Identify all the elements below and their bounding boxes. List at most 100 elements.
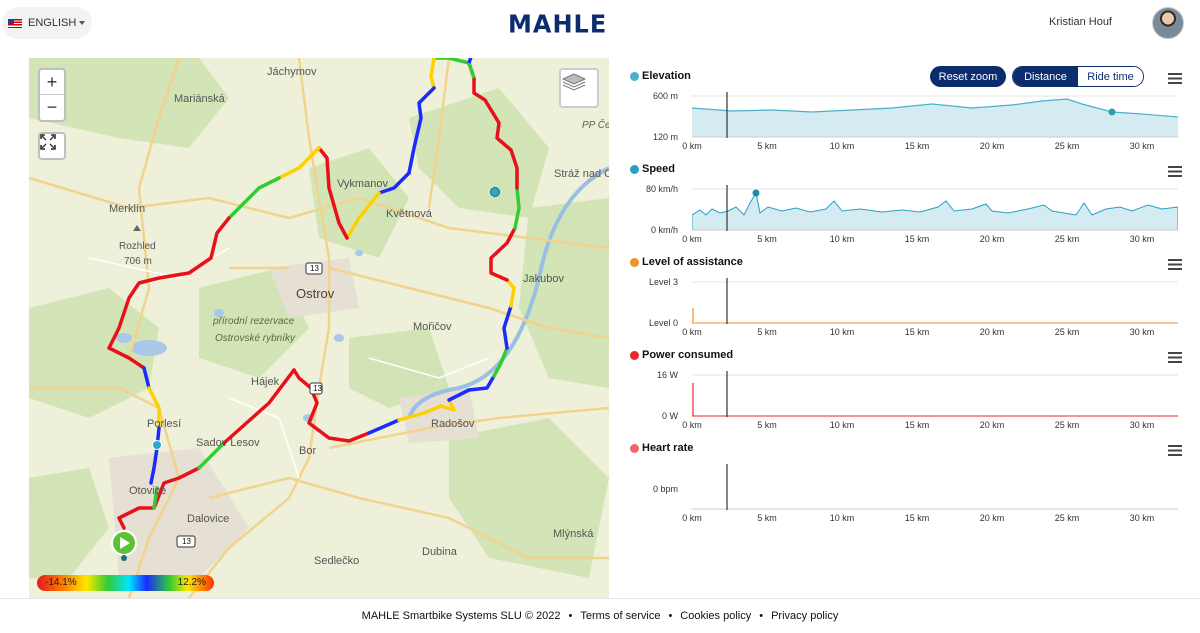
heart-rate-chart[interactable]: Heart rate 0 bpm 0 km 5 km 10 km 15 km 20 km… (622, 434, 1182, 527)
chart-menu-icon[interactable] (1168, 73, 1182, 84)
gradient-legend: -14.1% 12.2% (37, 575, 214, 591)
x-tick: 25 km (1054, 420, 1080, 430)
x-tick: 15 km (904, 141, 930, 151)
terms-link[interactable]: Terms of service (580, 610, 661, 622)
y-tick: 120 m (652, 132, 678, 142)
y-tick: Level 3 (648, 277, 678, 287)
map-label: Bor (299, 445, 317, 457)
x-axis-toggle: Distance Ride time (1012, 66, 1144, 87)
map-label: 706 m (124, 256, 152, 267)
gradient-min: -14.1% (45, 577, 77, 588)
map-label: Jakubov (523, 273, 564, 285)
ride-time-toggle[interactable]: Ride time (1078, 67, 1143, 86)
x-tick: 25 km (1054, 327, 1080, 337)
heart-rate-dot-icon (630, 443, 639, 453)
map-label: Dalovice (187, 513, 230, 525)
elevation-plot (692, 92, 1178, 138)
chart-menu-icon[interactable] (1168, 445, 1182, 456)
x-tick: 25 km (1054, 513, 1080, 523)
x-tick: 0 km (682, 234, 702, 244)
power-chart[interactable]: Power consumed 16 W 0 W 0 km 5 km 10 km 15 … (622, 341, 1182, 434)
map-label: Mariánská (174, 93, 225, 105)
cookies-link[interactable]: Cookies policy (680, 610, 752, 622)
power-plot (692, 371, 1178, 417)
power-dot-icon (630, 350, 639, 360)
road-number: 13 (313, 384, 322, 393)
map-label: Dubina (422, 546, 457, 558)
x-tick: 5 km (757, 327, 777, 337)
map-label: Vykmanov (337, 178, 388, 190)
x-tick: 10 km (829, 234, 855, 244)
caret-down-icon (79, 21, 86, 25)
x-tick: 0 km (682, 141, 702, 151)
language-selector[interactable]: ENGLISH (2, 7, 92, 39)
x-tick: 20 km (979, 327, 1005, 337)
map-label: Mlýnská (553, 528, 594, 540)
x-tick: 5 km (757, 513, 777, 523)
assistance-plot (692, 278, 1178, 324)
speed-title: Speed (630, 163, 675, 175)
x-tick: 5 km (757, 420, 777, 430)
privacy-link[interactable]: Privacy policy (771, 610, 839, 622)
x-tick: 20 km (979, 420, 1005, 430)
x-tick: 20 km (979, 513, 1005, 523)
speed-plot (692, 185, 1178, 231)
assistance-dot-icon (630, 257, 639, 267)
avatar[interactable] (1152, 7, 1184, 39)
x-tick: 20 km (979, 234, 1005, 244)
map-label: PP Če (582, 120, 609, 131)
elevation-chart[interactable]: Elevation 600 m 120 m 0 km 5 km 10 km 15 km… (622, 62, 1182, 155)
map-label: Jáchymov (267, 66, 317, 78)
mahle-logo[interactable]: MAHLE (508, 9, 608, 39)
reset-zoom-button[interactable]: Reset zoom (930, 66, 1006, 87)
x-tick: 30 km (1129, 234, 1155, 244)
heart-rate-title: Heart rate (630, 442, 693, 454)
zoom-out-button[interactable]: − (46, 97, 58, 117)
us-flag-icon (8, 18, 22, 28)
fullscreen-button[interactable] (38, 132, 66, 160)
road-number: 13 (310, 264, 319, 273)
footer: MAHLE Smartbike Systems SLU © 2022 • Ter… (0, 598, 1200, 633)
map-label: Sadov Lesov (196, 437, 260, 449)
x-tick: 10 km (829, 141, 855, 151)
route-map[interactable]: Jáchymov Mariánská Vykmanov Květnová PP … (29, 58, 609, 598)
x-tick: 10 km (829, 513, 855, 523)
assistance-chart[interactable]: Level of assistance Level 3 Level 0 0 km… (622, 248, 1182, 341)
map-label: Merklín (109, 203, 146, 215)
chart-menu-icon[interactable] (1168, 352, 1182, 363)
map-canvas (29, 58, 609, 598)
layers-button[interactable] (559, 68, 599, 108)
map-label: Rozhled (119, 241, 156, 252)
heart-rate-plot (692, 464, 1178, 510)
assistance-title: Level of assistance (630, 256, 743, 268)
language-label: ENGLISH (28, 17, 77, 29)
map-label: Hájek (251, 376, 280, 388)
speed-dot-icon (630, 164, 639, 174)
map-label: Stráž nad O (554, 168, 609, 180)
y-tick: 16 W (656, 370, 678, 380)
x-tick: 15 km (904, 513, 930, 523)
x-tick: 5 km (757, 234, 777, 244)
chart-menu-icon[interactable] (1168, 259, 1182, 270)
distance-toggle[interactable]: Distance (1013, 67, 1078, 86)
x-tick: 5 km (757, 141, 777, 151)
x-tick: 0 km (682, 420, 702, 430)
x-tick: 30 km (1129, 420, 1155, 430)
x-tick: 30 km (1129, 141, 1155, 151)
elevation-dot-icon (630, 71, 639, 81)
map-label: Otovice (129, 485, 167, 497)
x-tick: 30 km (1129, 513, 1155, 523)
y-tick: 600 m (652, 91, 678, 101)
user-name[interactable]: Kristian Houf (1049, 16, 1112, 28)
zoom-control: + − (38, 68, 66, 122)
fullscreen-icon (40, 134, 56, 150)
speed-chart[interactable]: Speed 80 km/h 0 km/h 0 km 5 km 10 km 15 km 2… (622, 155, 1182, 248)
x-tick: 0 km (682, 513, 702, 523)
footer-separator: • (668, 610, 673, 622)
map-label: Mořičov (413, 321, 452, 333)
footer-separator: • (568, 610, 573, 622)
chart-menu-icon[interactable] (1168, 166, 1182, 177)
zoom-in-button[interactable]: + (40, 70, 64, 95)
map-label: Květnová (386, 208, 432, 220)
x-tick: 20 km (979, 141, 1005, 151)
